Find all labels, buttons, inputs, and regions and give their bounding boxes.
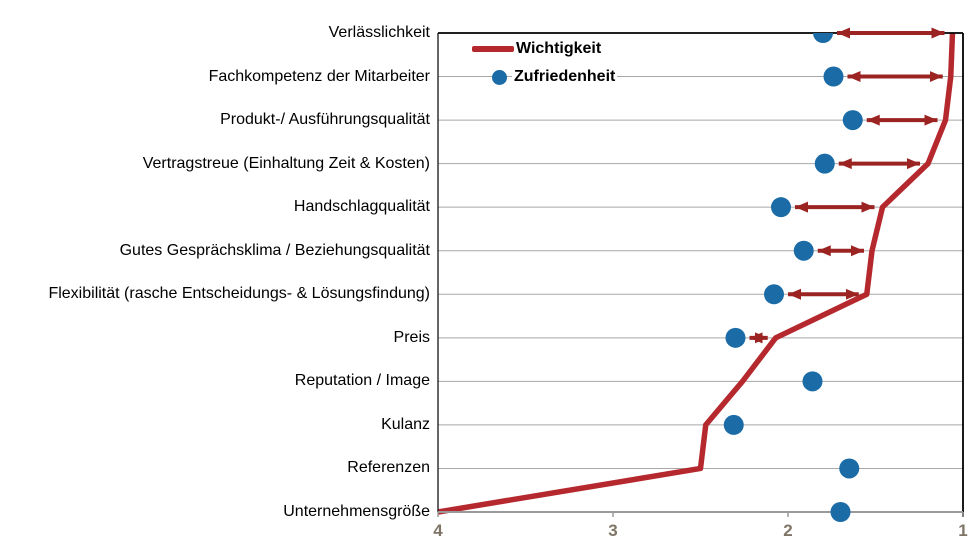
legend-label-wichtigkeit: Wichtigkeit — [514, 39, 604, 59]
zufriedenheit-dot — [764, 284, 784, 305]
category-label: Unternehmensgröße — [283, 503, 430, 520]
zufriedenheit-dot — [725, 327, 746, 348]
category-label: Referenzen — [347, 459, 430, 477]
category-label: Flexibilität (rasche Entscheidungs- & Lö… — [48, 285, 430, 303]
category-label: Reputation / Image — [294, 372, 430, 390]
category-label: Fachkompetenz der Mitarbeiter — [208, 67, 430, 85]
wichtigkeit-line — [437, 32, 956, 515]
category-label: Gutes Gesprächsklima / Beziehungsqualitä… — [119, 241, 430, 259]
x-tick-label: 4 — [433, 521, 443, 540]
category-label: Handschlagqualität — [293, 198, 430, 216]
zufriedenheit-dot — [771, 197, 791, 218]
zufriedenheit-dot — [813, 33, 833, 43]
x-tick-label: 1 — [958, 521, 967, 540]
x-tick-label: 2 — [783, 521, 792, 540]
legend: Wichtigkeit Zufriedenheit — [458, 34, 658, 92]
zufriedenheit-dot — [823, 66, 844, 87]
category-label: Preis — [393, 328, 430, 346]
zufriedenheit-dot — [830, 502, 851, 522]
legend-item-wichtigkeit: Wichtigkeit — [458, 36, 604, 62]
category-label: Verlässlichkeit — [328, 24, 430, 41]
zufriedenheit-dot-swatch — [492, 69, 507, 85]
category-label: Vertragstreue (Einhaltung Zeit & Kosten) — [142, 154, 430, 172]
legend-label-zufriedenheit: Zufriedenheit — [512, 67, 618, 87]
wichtigkeit-line-swatch — [472, 46, 514, 52]
zufriedenheit-dot — [814, 153, 835, 174]
category-label: Kulanz — [381, 415, 430, 433]
category-label: Produkt-/ Ausführungsqualität — [220, 111, 430, 129]
zufriedenheit-dot — [802, 371, 823, 392]
zufriedenheit-dot — [842, 110, 863, 131]
x-tick-label: 3 — [608, 521, 617, 540]
legend-item-zufriedenheit: Zufriedenheit — [458, 64, 618, 90]
zufriedenheit-dot — [793, 240, 814, 261]
zufriedenheit-dot — [839, 458, 860, 479]
zufriedenheit-dot — [723, 414, 744, 435]
